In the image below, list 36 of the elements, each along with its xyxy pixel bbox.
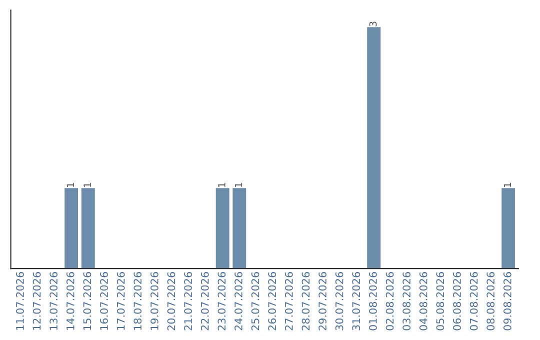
x-tick-label: 23.07.2026 (218, 272, 226, 330)
x-tick-label: 01.08.2026 (368, 272, 377, 330)
x-tick-label: 09.08.2026 (503, 272, 512, 330)
x-tick-label: 19.07.2026 (150, 272, 158, 330)
x-tick-label: 17.07.2026 (116, 272, 125, 330)
data-label: 1 (218, 182, 226, 188)
x-tick-label: 27.07.2026 (284, 272, 293, 330)
x-tick-label: 12.07.2026 (32, 272, 41, 330)
x-tick-label: 29.07.2026 (318, 272, 326, 330)
x-tick-label: 26.07.2026 (268, 272, 276, 330)
x-tick-label: 05.08.2026 (436, 272, 444, 330)
x-tick-label: 04.08.2026 (419, 272, 428, 330)
data-label: 1 (504, 182, 511, 188)
x-tick-label: 11.07.2026 (16, 272, 24, 330)
x-tick-label: 16.07.2026 (100, 272, 108, 330)
x-tick-label: 31.07.2026 (352, 272, 360, 330)
data-label: 1 (234, 182, 242, 188)
x-tick-label: 25.07.2026 (251, 272, 260, 330)
data-label: 3 (369, 22, 377, 26)
x-tick-label: 03.08.2026 (402, 272, 410, 330)
x-tick-label: 18.07.2026 (134, 272, 142, 330)
x-tick-label: 30.07.2026 (335, 272, 344, 330)
data-label: 1 (84, 182, 91, 188)
x-tick-label: 08.08.2026 (486, 272, 495, 330)
x-tick-label: 13.07.2026 (50, 272, 58, 330)
x-tick-label: 02.08.2026 (386, 272, 394, 330)
x-tick-label: 20.07.2026 (167, 272, 176, 330)
x-tick-label: 24.07.2026 (234, 272, 242, 330)
x-tick-label: 22.07.2026 (200, 272, 209, 330)
x-tick-label: 06.08.2026 (453, 272, 461, 330)
x-tick-label: 14.07.2026 (66, 272, 74, 330)
x-tick-label: 15.07.2026 (83, 272, 92, 330)
x-tick-label: 28.07.2026 (302, 272, 310, 330)
x-tick-label: 21.07.2026 (184, 272, 192, 330)
data-label: 1 (66, 182, 74, 188)
x-tick-label: 07.08.2026 (470, 272, 478, 330)
